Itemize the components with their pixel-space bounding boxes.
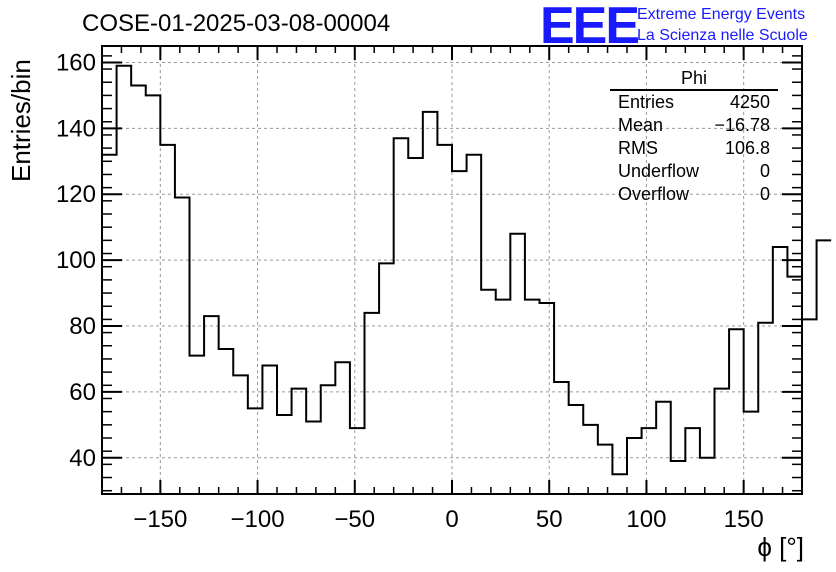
- y-tick-label: 120: [56, 181, 96, 208]
- stats-row-mean: Mean −16.78: [610, 114, 778, 137]
- y-tick-label: 160: [56, 49, 96, 76]
- histogram-bin: [598, 445, 613, 494]
- eee-logo-line1: Extreme Energy Events: [637, 6, 806, 23]
- stats-row-overflow: Overflow 0: [610, 183, 778, 206]
- histogram-bin: [423, 112, 438, 494]
- x-tick-label: 100: [626, 506, 666, 533]
- histogram-bin: [262, 366, 277, 494]
- histogram-bin: [583, 425, 598, 494]
- histogram-bin: [408, 158, 423, 494]
- eee-logo: EEE: [540, 0, 640, 55]
- stats-label: Mean: [618, 115, 664, 135]
- histogram-bin: [656, 402, 671, 494]
- histogram-bin: [437, 145, 452, 494]
- x-tick-label: −50: [334, 506, 375, 533]
- eee-logo-line2: La Scienza nelle Scuole: [637, 27, 808, 44]
- histogram-bin: [817, 240, 832, 494]
- histogram-bin: [219, 349, 234, 494]
- histogram-bin: [540, 303, 555, 494]
- histogram-bin: [671, 461, 686, 494]
- histogram-bin: [102, 155, 117, 494]
- histogram-bin: [379, 263, 394, 494]
- stats-value: 0: [759, 161, 770, 181]
- stats-row-rms: RMS 106.8: [610, 137, 778, 160]
- y-axis-label: Entries/bin: [6, 59, 36, 182]
- x-axis-label: ϕ [°]: [757, 532, 804, 562]
- histogram-bin: [146, 95, 161, 494]
- histogram-bin: [554, 382, 569, 494]
- x-tick-label: −100: [231, 506, 285, 533]
- histogram-bin: [700, 458, 715, 494]
- histogram-bin: [233, 375, 248, 494]
- stats-value: −16.78: [714, 115, 770, 135]
- grid-layer: [102, 46, 802, 494]
- histogram-bin: [685, 428, 700, 494]
- y-tick-label: 140: [56, 115, 96, 142]
- histogram-bin: [773, 247, 788, 494]
- histogram-bin: [452, 171, 467, 494]
- histogram-bin: [729, 329, 744, 494]
- stats-label: Overflow: [618, 184, 690, 204]
- histogram-bin: [627, 438, 642, 494]
- stats-label: Underflow: [618, 161, 700, 181]
- histogram-bin: [350, 428, 365, 494]
- histogram-bin: [277, 415, 292, 494]
- histogram-bin: [642, 428, 657, 494]
- x-tick-label: 0: [445, 506, 458, 533]
- histogram-bin: [510, 234, 525, 494]
- x-tick-label: −150: [133, 506, 187, 533]
- histogram-bin: [802, 319, 817, 494]
- histogram-bin: [292, 389, 307, 494]
- histogram-bin: [394, 138, 409, 494]
- histogram-bin: [787, 277, 802, 494]
- histogram-bin: [204, 316, 219, 494]
- histogram-bin: [612, 474, 627, 494]
- stats-value: 106.8: [724, 138, 770, 158]
- histogram-bin: [744, 412, 759, 494]
- y-tick-label: 60: [69, 379, 96, 406]
- histogram-bin: [131, 86, 146, 494]
- histogram-bin: [525, 300, 540, 494]
- histogram-bin: [190, 356, 205, 494]
- histogram-bin: [569, 405, 584, 494]
- histogram-bin: [117, 66, 132, 494]
- stats-title: Phi: [610, 68, 778, 91]
- stats-label: Entries: [618, 92, 675, 112]
- histogram-bin: [715, 389, 730, 494]
- histogram-bin: [467, 155, 482, 494]
- stats-row-entries: Entries 4250: [610, 91, 778, 114]
- stats-label: RMS: [618, 138, 658, 158]
- histogram-bin: [306, 422, 321, 494]
- stats-value: 4250: [729, 92, 770, 112]
- histogram-bin: [160, 145, 175, 494]
- histogram-bin: [496, 300, 511, 494]
- histogram-bin: [481, 290, 496, 494]
- histogram-bin: [175, 198, 190, 494]
- y-tick-label: 100: [56, 247, 96, 274]
- histogram-bin: [758, 323, 773, 494]
- stats-row-underflow: Underflow 0: [610, 160, 778, 183]
- x-tick-label: 150: [724, 506, 764, 533]
- run-title: COSE-01-2025-03-08-00004: [82, 10, 391, 37]
- histogram-bin: [335, 362, 350, 494]
- histogram-outline: [102, 64, 832, 476]
- tick-layer: [101, 46, 803, 494]
- histogram-bin: [248, 408, 263, 494]
- y-tick-label: 80: [69, 313, 96, 340]
- eee-logo-caption: Extreme Energy Events La Scienza nelle S…: [637, 4, 808, 46]
- x-tick-label: 50: [536, 506, 563, 533]
- histogram-bin: [365, 313, 380, 494]
- y-tick-label: 40: [69, 445, 96, 472]
- histogram-bin: [321, 385, 336, 494]
- stats-value: 0: [759, 184, 770, 204]
- stats-box: Phi Entries 4250 Mean −16.78 RMS 106.8 U…: [610, 68, 778, 206]
- plot-frame: [101, 45, 803, 495]
